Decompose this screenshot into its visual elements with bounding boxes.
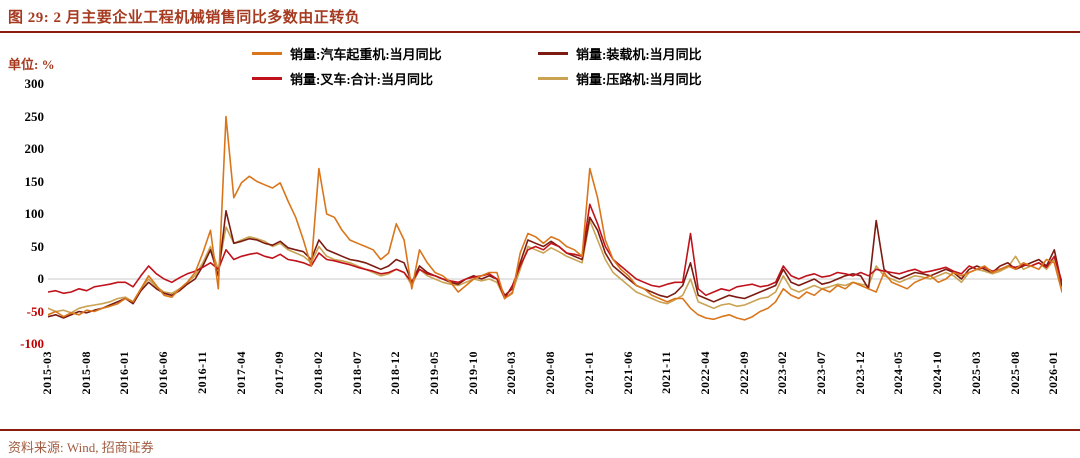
series-line-1 xyxy=(48,210,1062,319)
x-tick-label: 2022-09 xyxy=(736,351,751,395)
legend-line-swatch xyxy=(538,77,568,80)
x-tick-label: 2018-12 xyxy=(388,351,403,395)
x-tick-label: 2021-01 xyxy=(581,351,596,395)
x-tick-label: 2025-08 xyxy=(1007,351,1022,395)
x-tick-label: 2017-09 xyxy=(272,351,287,395)
y-tick-label: 250 xyxy=(24,108,45,124)
y-tick-label: 100 xyxy=(24,206,45,221)
legend-line-swatch xyxy=(538,52,568,55)
y-tick-label: 150 xyxy=(24,173,45,189)
legend-item-0: 销量:汽车起重机:当月同比 xyxy=(252,44,530,63)
legend-item-2: 销量:叉车:合计:当月同比 xyxy=(252,69,530,88)
x-tick-label: 2023-02 xyxy=(775,351,790,395)
x-tick-label: 2016-11 xyxy=(194,351,209,394)
x-tick-label: 2018-07 xyxy=(349,351,364,395)
x-tick-label: 2026-01 xyxy=(1046,351,1061,395)
series-line-0 xyxy=(48,115,1062,321)
legend-label: 销量:压路机:当月同比 xyxy=(576,72,702,87)
x-tick-label: 2015-03 xyxy=(40,351,54,395)
x-tick-label: 2016-01 xyxy=(117,351,132,395)
y-tick-label: 0 xyxy=(37,271,45,286)
x-tick-label: 2025-03 xyxy=(968,351,983,395)
figure-title: 图 29: 2 月主要企业工程机械销售同比多数由正转负 xyxy=(8,10,361,26)
source-note: 资料来源: Wind, 招商证券 xyxy=(8,440,154,455)
legend-item-3: 销量:压路机:当月同比 xyxy=(538,69,816,88)
x-tick-label: 2021-06 xyxy=(620,351,635,395)
legend-line-swatch xyxy=(252,52,282,55)
series-line-3 xyxy=(48,219,1062,314)
legend-label: 销量:装载机:当月同比 xyxy=(576,47,702,62)
x-tick-label: 2023-07 xyxy=(814,351,829,395)
x-tick-label: 2024-10 xyxy=(930,351,945,395)
legend-label: 销量:叉车:合计:当月同比 xyxy=(290,72,433,87)
legend-line-swatch xyxy=(252,77,282,80)
x-tick-label: 2020-03 xyxy=(504,351,519,395)
x-tick-label: 2016-06 xyxy=(156,351,171,395)
x-tick-label: 2019-05 xyxy=(427,351,442,395)
bottom-divider xyxy=(0,429,1080,431)
x-tick-label: 2024-05 xyxy=(891,351,906,395)
y-tick-label: -50 xyxy=(26,303,44,319)
x-tick-label: 2020-08 xyxy=(543,351,558,395)
y-tick-label: 300 xyxy=(24,76,45,91)
x-tick-label: 2015-08 xyxy=(78,351,93,395)
x-tick-label: 2022-04 xyxy=(697,351,712,395)
chart-legend: 销量:汽车起重机:当月同比 销量:装载机:当月同比销量:叉车:合计:当月同比 销量:… xyxy=(252,44,816,88)
x-tick-label: 2018-02 xyxy=(310,351,325,395)
y-axis-unit-label: 单位: % xyxy=(8,57,55,72)
line-chart-plot xyxy=(48,115,1062,321)
top-divider xyxy=(0,31,1080,33)
x-tick-label: 2023-12 xyxy=(852,351,867,395)
legend-label: 销量:汽车起重机:当月同比 xyxy=(290,47,442,62)
x-tick-label: 2019-10 xyxy=(465,351,480,395)
series-line-2 xyxy=(48,203,1062,300)
y-tick-label: 50 xyxy=(31,238,44,254)
legend-item-1: 销量:装载机:当月同比 xyxy=(538,44,816,63)
x-tick-label: 2017-04 xyxy=(233,351,248,395)
x-tick-label: 2021-11 xyxy=(659,351,674,394)
y-tick-label: -100 xyxy=(20,336,44,351)
y-tick-label: 200 xyxy=(24,141,45,156)
